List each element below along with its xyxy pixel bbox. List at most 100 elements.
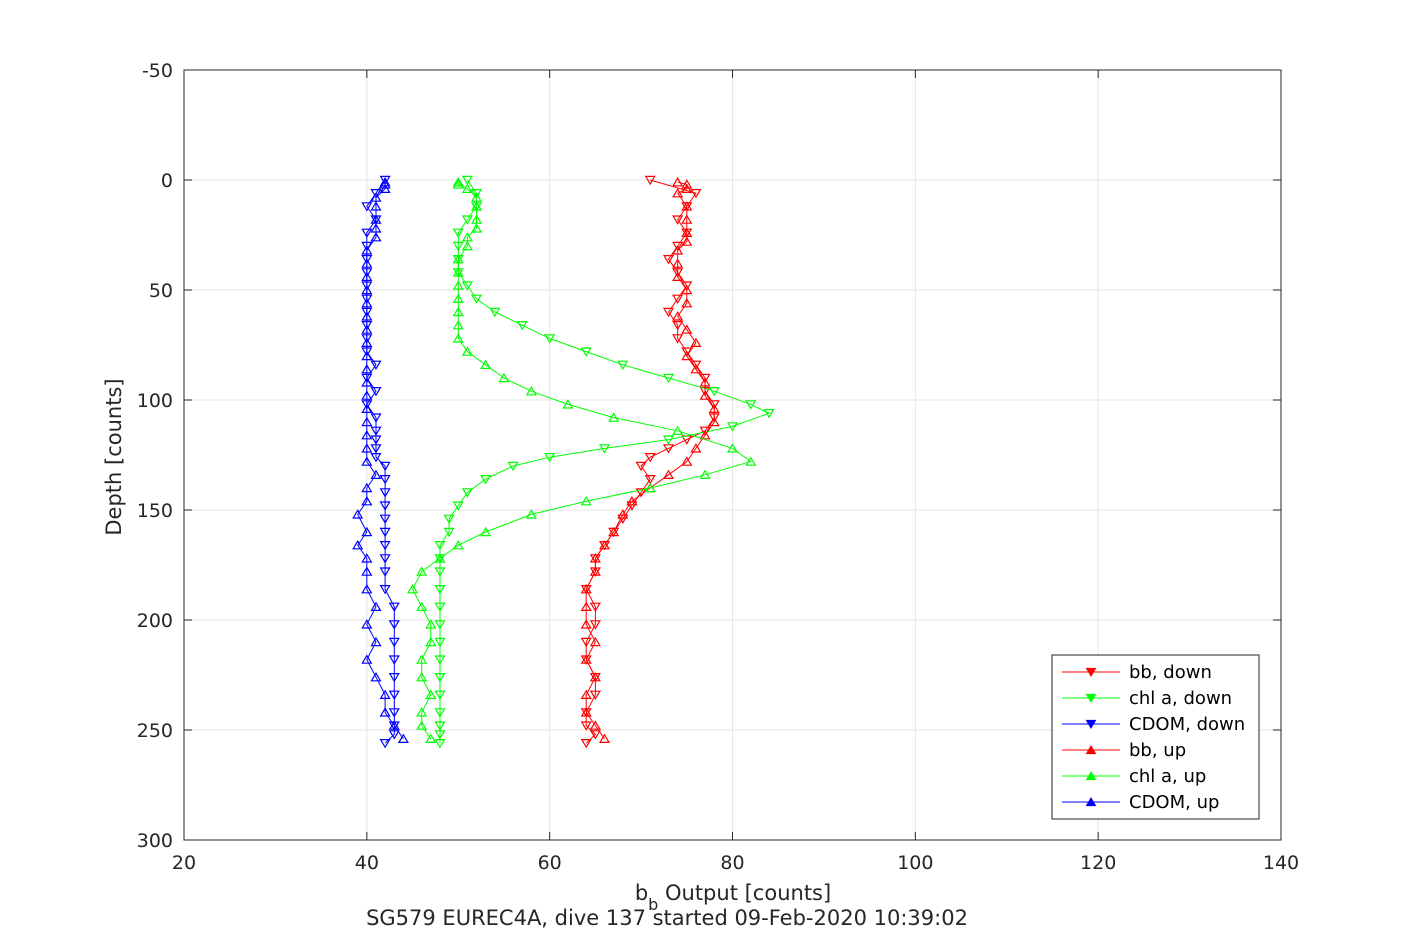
data-point (452, 267, 464, 277)
data-point (425, 689, 437, 699)
data-point (370, 189, 382, 199)
y-tick-label: 50 (149, 280, 173, 302)
data-point (589, 730, 601, 740)
data-point (388, 708, 400, 718)
data-point (416, 720, 428, 730)
data-point (379, 541, 391, 551)
data-point (544, 334, 556, 344)
data-point (470, 192, 483, 202)
data-point (690, 363, 702, 374)
data-point (598, 539, 611, 550)
data-point (379, 707, 391, 717)
data-point (589, 720, 601, 730)
data-point (480, 359, 492, 369)
legend-item: chl a, down (1062, 688, 1232, 709)
data-point (434, 637, 446, 648)
data-point (480, 475, 492, 485)
legend-marker (1085, 719, 1097, 730)
data-point (589, 636, 601, 647)
data-point (644, 482, 656, 493)
x-tick-label: 60 (538, 852, 562, 874)
data-point (681, 456, 693, 466)
data-point (361, 443, 373, 453)
data-point (681, 227, 693, 237)
data-point (434, 708, 446, 718)
data-point (726, 422, 739, 432)
data-point (699, 377, 711, 387)
data-point (370, 223, 382, 233)
data-point (690, 189, 702, 199)
data-point (672, 215, 684, 225)
data-point (672, 321, 684, 331)
series-bb-down (580, 175, 720, 749)
y-axis-label: Depth [counts] (102, 378, 126, 535)
data-point (470, 294, 483, 305)
data-point (370, 671, 382, 682)
data-point (361, 403, 373, 413)
data-point (379, 175, 391, 186)
data-point (388, 620, 400, 630)
data-point (461, 346, 473, 356)
data-point (361, 284, 373, 295)
data-point (379, 475, 391, 485)
data-point (525, 385, 537, 396)
data-point (690, 360, 702, 371)
data-point (361, 456, 373, 466)
data-point (443, 527, 455, 538)
data-point (525, 509, 537, 519)
data-point (580, 637, 592, 648)
data-point (370, 387, 382, 397)
data-point (672, 241, 684, 252)
data-point (461, 281, 473, 291)
series-cdom-up (352, 176, 409, 743)
data-point (681, 236, 693, 246)
data-point (681, 347, 693, 357)
data-point (434, 553, 446, 563)
legend-item: CDOM, up (1062, 792, 1219, 813)
data-point (672, 271, 684, 281)
legend-item: CDOM, down (1062, 714, 1245, 735)
data-point (379, 179, 391, 189)
legend-label: chl a, up (1129, 766, 1206, 787)
data-point (580, 347, 592, 357)
data-point (388, 730, 400, 740)
data-point (763, 409, 775, 419)
data-point (644, 175, 656, 186)
data-point (708, 416, 720, 427)
data-point (434, 690, 446, 701)
data-point (461, 183, 473, 193)
data-point (379, 554, 391, 564)
data-point (361, 363, 373, 374)
series-bb-up (580, 176, 720, 743)
x-axis-label: bb Output [counts] (635, 881, 831, 914)
data-point (361, 245, 373, 255)
data-point (379, 527, 391, 538)
data-point (361, 553, 373, 563)
data-point (361, 337, 373, 347)
data-point (425, 733, 437, 743)
data-point (470, 223, 483, 233)
data-point (434, 655, 446, 665)
data-point (416, 707, 428, 717)
data-point (425, 619, 437, 629)
data-point (434, 620, 446, 630)
data-point (379, 739, 391, 749)
data-point (379, 176, 391, 187)
data-point (672, 176, 684, 187)
data-point (379, 501, 391, 511)
data-point (452, 253, 464, 264)
data-point (379, 585, 391, 595)
data-point (580, 707, 592, 717)
data-point (598, 444, 611, 454)
series-chl-a-up (406, 176, 757, 743)
data-point (370, 435, 382, 445)
data-point (452, 306, 464, 317)
data-point (708, 403, 720, 413)
x-axis-label-main: b (635, 881, 648, 905)
data-point (580, 739, 592, 749)
legend-label: bb, up (1129, 740, 1186, 761)
data-point (470, 214, 483, 224)
data-point (370, 636, 382, 647)
data-point (361, 526, 373, 537)
